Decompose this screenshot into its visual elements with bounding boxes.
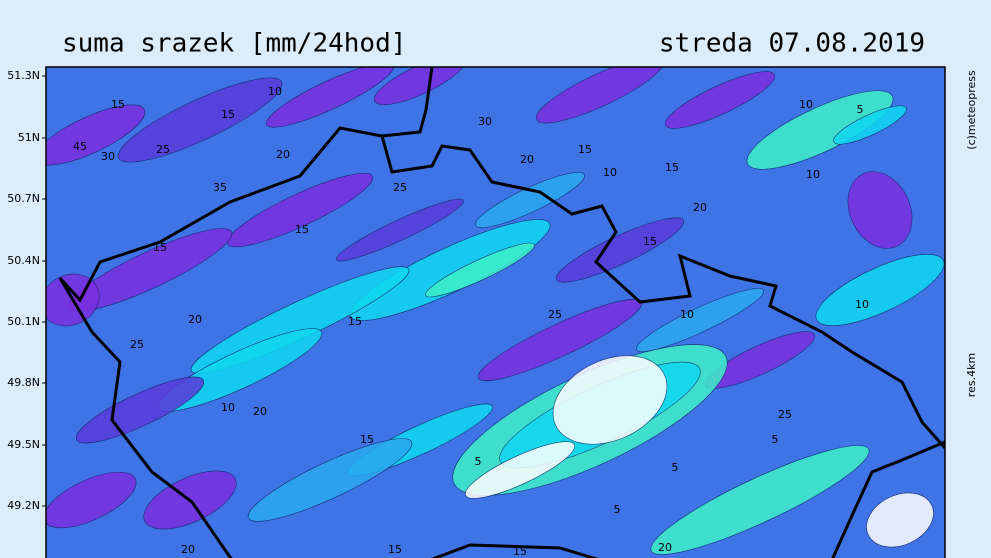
contour-label: 20 bbox=[188, 313, 202, 326]
rain-area bbox=[265, 67, 395, 128]
rain-area bbox=[46, 104, 146, 166]
rain-area bbox=[226, 172, 374, 248]
copyright: (c)meteopress bbox=[965, 70, 978, 150]
contour-label: 10 bbox=[855, 298, 869, 311]
contour-label: 15 bbox=[221, 108, 235, 121]
contour-label: 15 bbox=[643, 235, 657, 248]
contour-label: 45 bbox=[73, 140, 87, 153]
contour-label: 15 bbox=[111, 98, 125, 111]
contour-label: 5 bbox=[672, 461, 679, 474]
contour-label: 15 bbox=[360, 433, 374, 446]
map-field: 15 10 15 45 30 25 20 35 15 15 25 20 30 10 15 15 20 15 10 5 1… bbox=[46, 67, 945, 558]
rain-area bbox=[465, 441, 575, 499]
rain-area bbox=[665, 71, 775, 129]
contour-label: 20 bbox=[693, 201, 707, 214]
contour-label: 10 bbox=[221, 401, 235, 414]
contour-label: 5 bbox=[614, 503, 621, 516]
map-date: streda 07.08.2019 bbox=[659, 29, 925, 59]
rain-area bbox=[425, 242, 535, 298]
contour-labels: 15 10 15 45 30 25 20 35 15 15 25 20 30 10 15 15 20 15 10 5 1… bbox=[73, 85, 869, 558]
contour-label: 20 bbox=[276, 148, 290, 161]
latitude-label: 50.7N bbox=[7, 192, 40, 205]
contour-label: 5 bbox=[857, 103, 864, 116]
contour-label: 15 bbox=[665, 161, 679, 174]
contour-label: 5 bbox=[772, 433, 779, 446]
rain-area bbox=[847, 171, 913, 249]
latitude-label: 49.8N bbox=[7, 376, 40, 389]
map-title: suma srazek [mm/24hod] bbox=[62, 29, 406, 59]
blobs bbox=[46, 67, 945, 555]
latitude-axis: 51.3N 51N 50.7N 50.4N 50.1N 49.8N 49.5N 49.2N bbox=[7, 69, 46, 512]
rain-area bbox=[336, 198, 464, 262]
rain-area bbox=[349, 219, 551, 321]
contour-label: 10 bbox=[799, 98, 813, 111]
contour-label: 10 bbox=[680, 308, 694, 321]
latitude-label: 49.2N bbox=[7, 499, 40, 512]
rain-area bbox=[815, 254, 945, 326]
rain-area bbox=[866, 492, 934, 548]
border bbox=[381, 67, 434, 138]
contour-label: 25 bbox=[156, 143, 170, 156]
rain-area bbox=[247, 438, 413, 522]
contour-label: 5 bbox=[475, 455, 482, 468]
contour-label: 20 bbox=[181, 543, 195, 556]
border bbox=[431, 543, 599, 558]
contour-label: 10 bbox=[603, 166, 617, 179]
rain-area bbox=[117, 77, 283, 163]
contour-label: 15 bbox=[295, 223, 309, 236]
resolution: res.4km bbox=[965, 353, 978, 397]
rain-area bbox=[746, 90, 894, 170]
latitude-label: 49.5N bbox=[7, 438, 40, 451]
contour-label: 25 bbox=[130, 338, 144, 351]
rain-area bbox=[833, 105, 907, 145]
latitude-label: 50.1N bbox=[7, 315, 40, 328]
contour-label: 25 bbox=[393, 181, 407, 194]
border bbox=[831, 440, 945, 558]
contour-label: 15 bbox=[388, 543, 402, 556]
contour-label: 20 bbox=[658, 541, 672, 554]
rain-area bbox=[46, 471, 137, 529]
contour-label: 35 bbox=[213, 181, 227, 194]
map-frame bbox=[45, 66, 946, 558]
contour-label: 10 bbox=[806, 168, 820, 181]
contour-label: 15 bbox=[578, 143, 592, 156]
latitude-label: 51N bbox=[18, 131, 40, 144]
latitude-label: 50.4N bbox=[7, 254, 40, 267]
rain-area bbox=[46, 273, 100, 327]
rain-area bbox=[636, 288, 764, 352]
rain-area bbox=[650, 445, 870, 555]
rain-area bbox=[535, 67, 665, 124]
contour-label: 20 bbox=[520, 153, 534, 166]
contour-label: 25 bbox=[778, 408, 792, 421]
contour-label: 30 bbox=[101, 150, 115, 163]
rain-area bbox=[552, 355, 668, 445]
border bbox=[58, 126, 945, 449]
rain-area bbox=[75, 376, 205, 444]
contour-label: 15 bbox=[348, 315, 362, 328]
contour-label: 20 bbox=[253, 405, 267, 418]
contour-label: 10 bbox=[268, 85, 282, 98]
contour-label: 30 bbox=[478, 115, 492, 128]
border bbox=[58, 277, 233, 558]
contour-label: 25 bbox=[548, 308, 562, 321]
contour-label: 15 bbox=[513, 545, 527, 558]
latitude-label: 51.3N bbox=[7, 69, 40, 82]
contour-label: 15 bbox=[153, 241, 167, 254]
